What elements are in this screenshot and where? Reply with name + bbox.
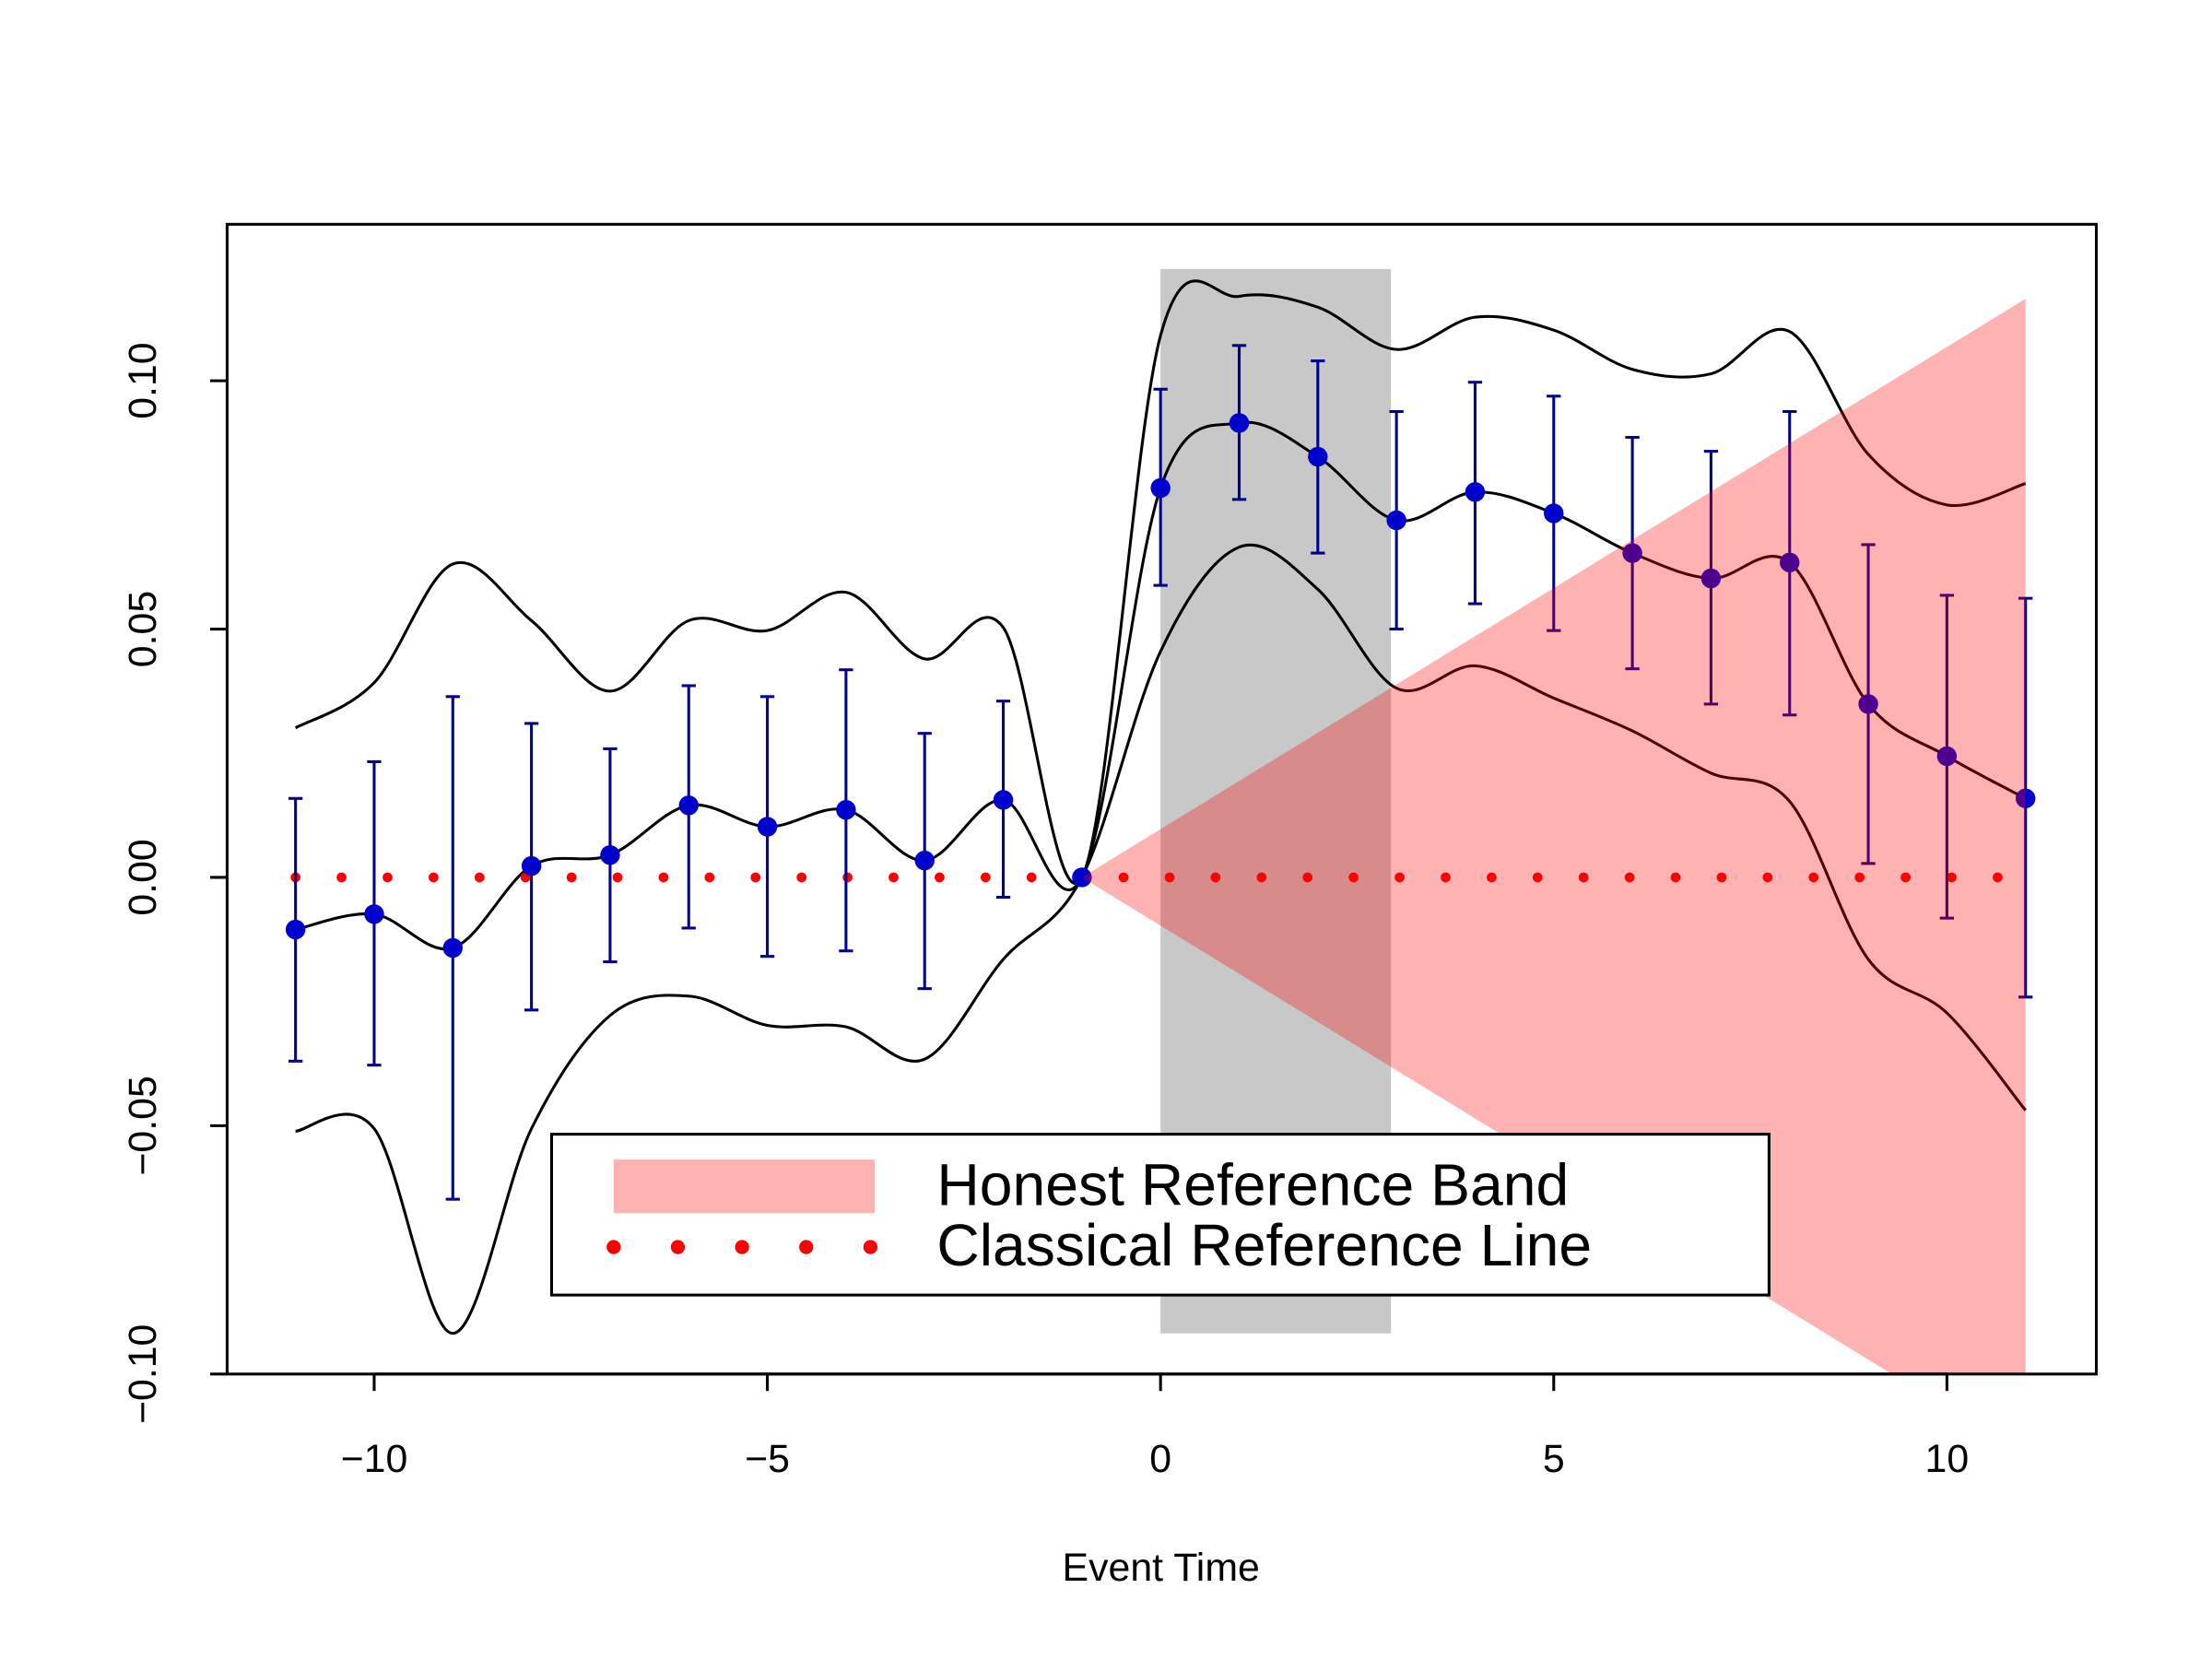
x-tick-label: 5 (1543, 1437, 1565, 1481)
estimate-point (1465, 482, 1486, 502)
estimate-point (521, 855, 542, 877)
estimate-point (1700, 568, 1722, 589)
reference-dot (1993, 872, 2003, 883)
reference-dot (566, 872, 577, 883)
estimate-point (364, 904, 384, 924)
reference-dot (1532, 872, 1543, 883)
lower-curve (295, 543, 2027, 1335)
legend-dot (863, 1240, 878, 1254)
honest-band (1081, 299, 2026, 1374)
estimate-point (1858, 694, 1878, 714)
estimate-point (1622, 543, 1642, 563)
y-tick-label: −0.10 (121, 1324, 165, 1424)
reference-dot (1487, 872, 1497, 883)
reference-dot (1302, 872, 1313, 883)
reference-dot (1026, 872, 1037, 883)
upper-curve (294, 279, 2027, 885)
estimate-point (1544, 503, 1564, 524)
reference-dot (935, 872, 945, 883)
estimate-point (1308, 446, 1328, 467)
estimate-point (914, 850, 935, 871)
reference-dot (704, 872, 715, 883)
reference-dot (1164, 872, 1175, 883)
reference-dot (382, 872, 393, 883)
reference-dot (1670, 872, 1681, 883)
reference-dot (1624, 872, 1635, 883)
estimate-point (836, 799, 856, 820)
reference-dot (796, 872, 807, 883)
estimate-point (442, 937, 464, 959)
estimate-point (1386, 510, 1406, 531)
reference-dot (474, 872, 485, 883)
legend-dot (606, 1240, 621, 1254)
reference-dot (750, 872, 761, 883)
legend-dot (735, 1240, 749, 1254)
reference-dot (980, 872, 991, 883)
reference-dot (1348, 872, 1359, 883)
plot-area (285, 268, 2036, 1374)
legend-dot (799, 1240, 814, 1254)
reference-dot (658, 872, 669, 883)
estimate-point (1780, 552, 1800, 573)
reference-dot (1808, 872, 1819, 883)
reference-dot (842, 872, 853, 883)
reference-dot (1118, 872, 1129, 883)
y-tick-label: −0.05 (121, 1076, 165, 1175)
reference-dot (1854, 872, 1865, 883)
reference-dot (1762, 872, 1773, 883)
x-axis-label: Event Time (1063, 1546, 1260, 1590)
reference-dot (888, 872, 899, 883)
reference-dot (1716, 872, 1727, 883)
legend-label: Classical Reference Line (936, 1212, 1592, 1278)
estimate-point (678, 795, 699, 816)
reference-dot (1441, 872, 1451, 883)
y-tick-label: 0.00 (121, 839, 165, 915)
reference-dot (612, 872, 623, 883)
x-tick-label: −10 (341, 1437, 408, 1481)
estimate-point (600, 844, 620, 865)
reference-dot (1256, 872, 1267, 883)
estimate-point (1150, 477, 1171, 499)
estimate-point (993, 790, 1014, 810)
reference-dot (1947, 872, 1957, 883)
x-tick-label: 10 (1925, 1437, 1970, 1481)
legend-swatch (613, 1159, 875, 1214)
reference-dot (1210, 872, 1221, 883)
x-tick-label: −5 (745, 1437, 790, 1481)
estimate-point (1229, 413, 1250, 433)
reference-dot (1900, 872, 1911, 883)
x-tick-label: 0 (1149, 1437, 1171, 1481)
y-tick-label: 0.05 (121, 591, 165, 667)
reference-dot (336, 872, 347, 883)
reference-dot (429, 872, 439, 883)
reference-dot (1578, 872, 1589, 883)
estimate-point (1936, 746, 1958, 767)
estimate-point (2015, 788, 2036, 808)
legend-label: Honest Reference Band (936, 1151, 1569, 1218)
estimate-point (285, 919, 306, 940)
legend-box (549, 1133, 1771, 1297)
legend-dot (670, 1240, 686, 1254)
estimate-point (757, 817, 778, 837)
reference-dot (1394, 872, 1405, 883)
estimate-point (1072, 867, 1092, 888)
y-tick-label: 0.10 (121, 342, 165, 418)
